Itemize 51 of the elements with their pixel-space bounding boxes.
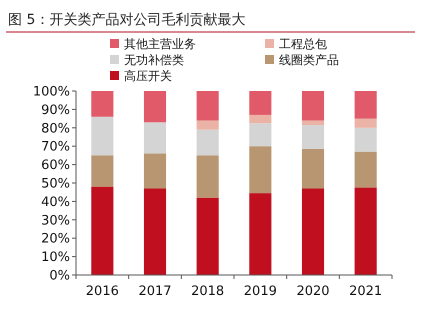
bar [249, 91, 272, 115]
y-tick-label: 20% [41, 232, 70, 247]
bar [249, 114, 272, 124]
bar [91, 155, 114, 187]
bar [249, 123, 272, 146]
bar [196, 130, 219, 156]
y-tick-label: 100% [32, 84, 70, 100]
bar [354, 118, 377, 128]
bar [144, 122, 166, 154]
legend-label: 工程总包 [279, 37, 327, 51]
bar [354, 128, 377, 152]
x-tick-label: 2018 [191, 284, 224, 299]
bar [196, 91, 219, 120]
bar [144, 188, 166, 275]
bar [144, 154, 166, 189]
bar [354, 152, 377, 188]
bar [302, 125, 324, 149]
y-tick-label: 50% [41, 176, 70, 192]
x-tick-label: 2016 [86, 284, 119, 299]
bar [302, 91, 324, 120]
x-tick-label: 2019 [244, 284, 277, 299]
y-tick-label: 60% [41, 158, 70, 174]
chart-title: 图 5：开关类产品对公司毛利贡献最大 [8, 12, 246, 28]
x-tick-label: 2020 [296, 284, 330, 299]
y-tick-label: 70% [41, 140, 70, 155]
bar [91, 116, 114, 156]
bar [302, 120, 324, 126]
y-tick-label: 40% [41, 194, 70, 210]
bar [302, 148, 324, 189]
y-tick-label: 0% [49, 268, 70, 284]
bar [196, 198, 219, 275]
legend-label: 无功补偿类 [124, 53, 184, 67]
y-tick-label: 30% [41, 213, 70, 228]
x-tick-label: 2017 [138, 284, 172, 299]
y-tick-label: 80% [41, 121, 70, 136]
bar [354, 188, 377, 275]
bar [144, 91, 166, 122]
legend-label: 高压开关 [124, 69, 172, 83]
bar [196, 155, 219, 198]
legend-label: 其他主营业务 [124, 37, 196, 51]
bar [196, 120, 219, 130]
bar [302, 188, 324, 275]
y-tick-label: 90% [41, 102, 70, 118]
y-tick-label: 10% [41, 250, 70, 266]
bar [354, 91, 377, 119]
bar [91, 186, 114, 275]
bar [249, 146, 272, 194]
bar [249, 193, 272, 275]
legend-label: 线圈类产品 [279, 53, 339, 67]
x-tick-label: 2021 [349, 284, 382, 299]
bar [91, 91, 114, 117]
